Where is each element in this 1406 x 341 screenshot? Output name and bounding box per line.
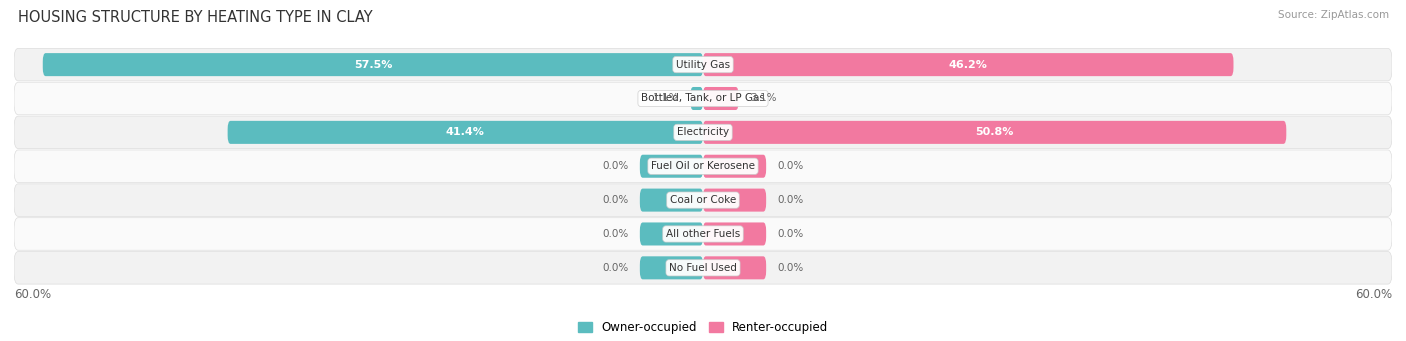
Text: Electricity: Electricity bbox=[676, 128, 730, 137]
FancyBboxPatch shape bbox=[640, 189, 703, 212]
Text: 0.0%: 0.0% bbox=[602, 161, 628, 171]
FancyBboxPatch shape bbox=[640, 155, 703, 178]
FancyBboxPatch shape bbox=[228, 121, 703, 144]
Text: 0.0%: 0.0% bbox=[602, 195, 628, 205]
Text: 0.0%: 0.0% bbox=[602, 263, 628, 273]
Text: Source: ZipAtlas.com: Source: ZipAtlas.com bbox=[1278, 10, 1389, 20]
FancyBboxPatch shape bbox=[14, 252, 1392, 284]
FancyBboxPatch shape bbox=[703, 155, 766, 178]
Text: No Fuel Used: No Fuel Used bbox=[669, 263, 737, 273]
FancyBboxPatch shape bbox=[703, 222, 766, 246]
Text: Fuel Oil or Kerosene: Fuel Oil or Kerosene bbox=[651, 161, 755, 171]
FancyBboxPatch shape bbox=[14, 48, 1392, 81]
Text: 1.1%: 1.1% bbox=[652, 93, 679, 104]
Text: 50.8%: 50.8% bbox=[976, 128, 1014, 137]
Text: 60.0%: 60.0% bbox=[14, 288, 51, 301]
FancyBboxPatch shape bbox=[703, 121, 1286, 144]
Text: 0.0%: 0.0% bbox=[778, 161, 804, 171]
FancyBboxPatch shape bbox=[703, 256, 766, 279]
FancyBboxPatch shape bbox=[690, 87, 703, 110]
Text: Utility Gas: Utility Gas bbox=[676, 60, 730, 70]
Text: 60.0%: 60.0% bbox=[1355, 288, 1392, 301]
FancyBboxPatch shape bbox=[640, 256, 703, 279]
FancyBboxPatch shape bbox=[703, 53, 1233, 76]
Text: 3.1%: 3.1% bbox=[749, 93, 776, 104]
Text: 0.0%: 0.0% bbox=[778, 229, 804, 239]
FancyBboxPatch shape bbox=[14, 116, 1392, 149]
Text: 0.0%: 0.0% bbox=[778, 195, 804, 205]
Text: 46.2%: 46.2% bbox=[949, 60, 987, 70]
FancyBboxPatch shape bbox=[703, 189, 766, 212]
FancyBboxPatch shape bbox=[14, 82, 1392, 115]
Text: Bottled, Tank, or LP Gas: Bottled, Tank, or LP Gas bbox=[641, 93, 765, 104]
Text: 41.4%: 41.4% bbox=[446, 128, 485, 137]
FancyBboxPatch shape bbox=[42, 53, 703, 76]
Text: 0.0%: 0.0% bbox=[602, 229, 628, 239]
FancyBboxPatch shape bbox=[14, 184, 1392, 216]
FancyBboxPatch shape bbox=[703, 87, 738, 110]
FancyBboxPatch shape bbox=[14, 218, 1392, 250]
Text: Coal or Coke: Coal or Coke bbox=[669, 195, 737, 205]
FancyBboxPatch shape bbox=[640, 222, 703, 246]
Legend: Owner-occupied, Renter-occupied: Owner-occupied, Renter-occupied bbox=[572, 316, 834, 339]
Text: 57.5%: 57.5% bbox=[354, 60, 392, 70]
FancyBboxPatch shape bbox=[14, 150, 1392, 182]
Text: 0.0%: 0.0% bbox=[778, 263, 804, 273]
Text: HOUSING STRUCTURE BY HEATING TYPE IN CLAY: HOUSING STRUCTURE BY HEATING TYPE IN CLA… bbox=[18, 10, 373, 25]
Text: All other Fuels: All other Fuels bbox=[666, 229, 740, 239]
